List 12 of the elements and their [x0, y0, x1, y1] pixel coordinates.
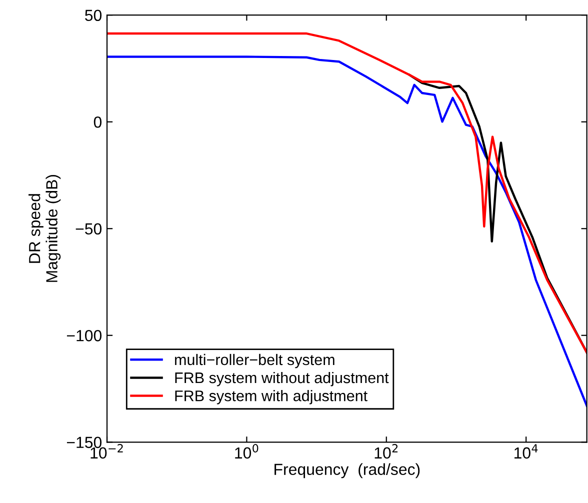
- legend-label: FRB system without adjustment: [175, 372, 389, 386]
- y-tick-label: 0: [94, 116, 102, 128]
- y-axis-title: DR speed Magnitude (dB): [28, 175, 61, 282]
- legend-label: FRB system with adjustment: [175, 390, 368, 404]
- x-tick-label: 10$^{4}$: [514, 444, 538, 459]
- y-tick-label: 50: [85, 10, 102, 22]
- x-tick-label: 10$^{2}$: [374, 444, 398, 459]
- x-tick-label: 10$^{0}$: [235, 444, 258, 459]
- x-axis-title: Frequency (rad/sec): [274, 463, 420, 478]
- y-tick-label: −100: [66, 330, 102, 342]
- legend-label: multi−roller−belt system: [175, 354, 334, 368]
- y-tick-label: −50: [76, 223, 102, 235]
